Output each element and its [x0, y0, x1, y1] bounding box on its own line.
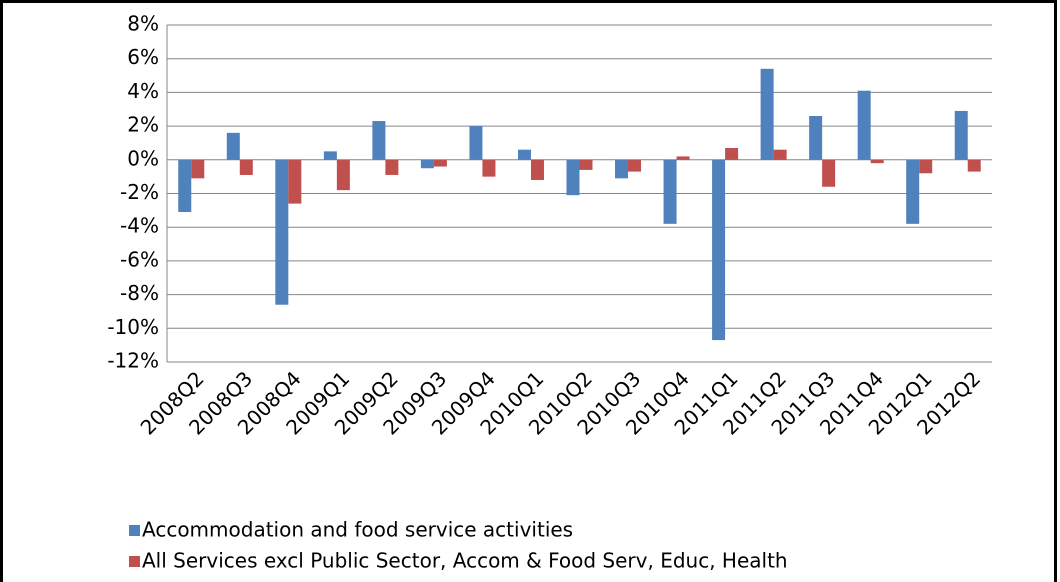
y-tick-label: -6%: [120, 247, 159, 271]
bar: [579, 159, 593, 170]
bar: [712, 159, 726, 341]
bar: [385, 159, 399, 175]
bar: [809, 115, 823, 160]
bar: [615, 159, 629, 179]
y-tick-label: -10%: [107, 315, 159, 339]
bar: [226, 132, 240, 160]
bar: [288, 159, 302, 204]
bar: [919, 159, 933, 174]
bar: [517, 149, 531, 160]
bar: [663, 159, 677, 224]
bar: [566, 159, 580, 196]
y-tick-label: -4%: [120, 214, 159, 238]
bar: [239, 159, 253, 175]
bar: [906, 159, 920, 224]
y-tick-label: 6%: [127, 45, 159, 69]
legend-swatch: [129, 556, 140, 567]
y-tick-label: 0%: [127, 146, 159, 170]
legend-swatch: [129, 525, 140, 536]
y-tick-label: -12%: [107, 349, 159, 373]
bar: [191, 159, 205, 179]
bar: [323, 151, 337, 160]
bar: [178, 159, 192, 213]
bar: [275, 159, 289, 305]
bar: [676, 156, 690, 160]
bar: [857, 90, 871, 160]
legend-label: All Services excl Public Sector, Accom &…: [142, 549, 788, 573]
bar: [482, 159, 496, 177]
bar: [433, 159, 447, 167]
bar: [822, 159, 836, 187]
bar: [420, 159, 434, 169]
y-tick-label: 4%: [127, 79, 159, 103]
bar: [469, 126, 483, 160]
bar: [628, 159, 642, 172]
bar: [725, 148, 739, 160]
bar: [530, 159, 544, 181]
y-tick-label: 2%: [127, 113, 159, 137]
y-tick-label: -2%: [120, 180, 159, 204]
legend-label: Accommodation and food service activitie…: [142, 518, 573, 542]
bar: [336, 159, 350, 191]
bar: [954, 110, 968, 160]
bar: [760, 68, 774, 160]
y-tick-label: -8%: [120, 281, 159, 305]
bar: [372, 121, 386, 160]
y-tick-label: 8%: [127, 12, 159, 36]
bar: [870, 159, 884, 164]
bar: [773, 149, 787, 160]
bar: [967, 159, 981, 172]
